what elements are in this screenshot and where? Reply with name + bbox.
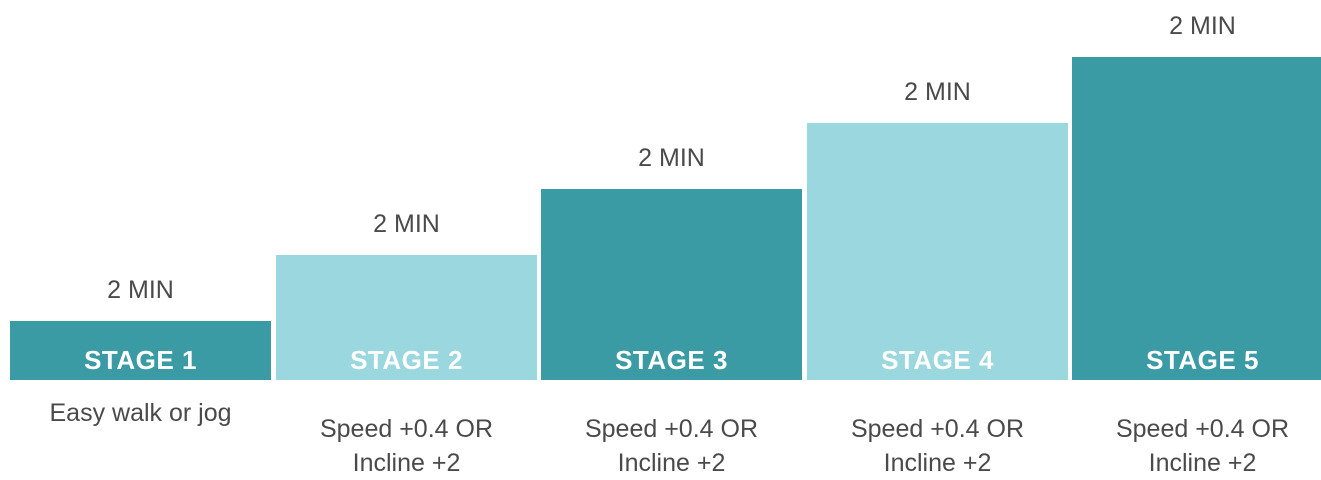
stage-label: STAGE 1 [84, 345, 197, 375]
stage-description-line2: Incline +2 [883, 449, 992, 477]
stage-description-line1: Speed +0.4 OR [319, 415, 494, 443]
stage-label: STAGE 2 [350, 345, 463, 375]
stage-description: Easy walk or jog [10, 396, 271, 430]
stage-block [1072, 57, 1321, 380]
stage-description-line2: Incline +2 [1148, 449, 1257, 477]
stage-label: STAGE 5 [1146, 345, 1259, 375]
stage-description-line2: Incline +2 [617, 449, 726, 477]
stage-column-2: 2 MIN STAGE 2 Speed +0.4 OR Incline +2 [276, 0, 537, 478]
stage-label: STAGE 4 [881, 345, 994, 375]
stage-duration: 2 MIN [638, 144, 705, 172]
stage-duration: 2 MIN [1169, 12, 1236, 40]
stage-description-line1: Speed +0.4 OR [1115, 415, 1290, 443]
stage-duration: 2 MIN [107, 276, 174, 304]
stage-description: Speed +0.4 OR Incline +2 [541, 412, 802, 480]
stage-description-line1: Easy walk or jog [49, 399, 232, 427]
stage-description: Speed +0.4 OR Incline +2 [807, 412, 1068, 480]
stage-column-1: 2 MIN STAGE 1 Easy walk or jog [10, 0, 271, 478]
stage-description-line1: Speed +0.4 OR [584, 415, 759, 443]
stage-block [276, 255, 537, 380]
stage-description: Speed +0.4 OR Incline +2 [276, 412, 537, 480]
stage-duration: 2 MIN [373, 210, 440, 238]
stage-label: STAGE 3 [615, 345, 728, 375]
stage-duration: 2 MIN [904, 78, 971, 106]
stage-block [807, 123, 1068, 380]
stage-column-4: 2 MIN STAGE 4 Speed +0.4 OR Incline +2 [807, 0, 1068, 478]
stage-column-3: 2 MIN STAGE 3 Speed +0.4 OR Incline +2 [541, 0, 802, 478]
stage-block [10, 321, 271, 380]
stage-column-5: 2 MIN STAGE 5 Speed +0.4 OR Incline +2 [1072, 0, 1321, 478]
stage-description: Speed +0.4 OR Incline +2 [1072, 412, 1321, 480]
stage-description-line2: Incline +2 [352, 449, 461, 477]
stage-block [541, 189, 802, 380]
stage-description-line1: Speed +0.4 OR [850, 415, 1025, 443]
